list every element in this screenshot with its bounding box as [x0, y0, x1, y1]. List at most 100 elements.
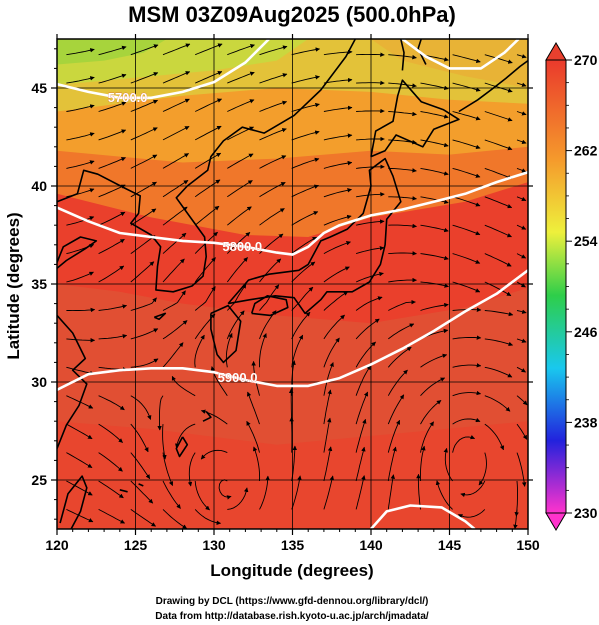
streamline — [130, 261, 155, 283]
streamline — [323, 389, 332, 425]
streamline — [259, 73, 288, 84]
chart-title: MSM 03Z09Aug2025 (500.0hPa) — [128, 2, 456, 27]
x-tick-label: 145 — [438, 537, 462, 553]
streamline — [162, 509, 188, 529]
streamline — [226, 310, 245, 340]
streamline — [484, 167, 513, 180]
streamline — [195, 98, 223, 112]
contour-label: 5800.0 — [222, 239, 262, 254]
streamline — [420, 353, 448, 368]
streamline — [388, 54, 417, 60]
streamline — [388, 251, 417, 256]
streamline — [291, 261, 316, 283]
streamline — [516, 167, 527, 173]
streamline — [460, 480, 486, 498]
streamline — [66, 338, 96, 343]
streamline — [420, 421, 434, 453]
streamline — [162, 126, 190, 141]
coastline — [57, 236, 98, 269]
streamline — [227, 180, 253, 198]
credit-data: Data from http://database.rish.kyoto-u.a… — [155, 611, 429, 622]
streamline — [171, 375, 196, 397]
streamline — [420, 139, 449, 148]
streamline — [227, 44, 255, 56]
streamline — [323, 214, 352, 226]
streamline — [157, 395, 164, 431]
streamline — [452, 167, 481, 178]
streamline — [452, 196, 481, 207]
streamline — [484, 139, 513, 151]
streamline — [98, 509, 125, 524]
contour-label: 5700.0 — [108, 90, 148, 105]
y-axis-ticks: 25 30 35 40 45 — [31, 48, 533, 520]
streamline — [66, 508, 94, 523]
y-tick-label: 35 — [31, 276, 47, 292]
streamline — [195, 43, 223, 56]
streamline — [516, 423, 528, 440]
streamline — [388, 223, 417, 229]
streamline — [66, 188, 95, 198]
streamline — [291, 286, 314, 311]
streamline — [98, 265, 125, 283]
streamline — [194, 509, 222, 526]
streamline — [225, 332, 233, 368]
streamline — [259, 333, 267, 368]
streamline — [162, 206, 188, 226]
streamline — [66, 395, 94, 409]
streamline — [355, 271, 384, 283]
streamline — [162, 480, 181, 509]
height-contour-line — [57, 171, 528, 256]
streamline — [452, 54, 481, 64]
streamline — [356, 136, 385, 142]
streamline — [98, 452, 123, 472]
streamline — [291, 475, 302, 510]
x-axis-ticks: 120 125 130 135 140 145 150 — [45, 34, 540, 553]
streamline — [387, 369, 408, 396]
streamline — [246, 391, 260, 425]
streamline — [66, 423, 93, 440]
streamline — [288, 388, 294, 425]
streamline — [200, 409, 228, 425]
streamline — [452, 253, 481, 264]
streamline — [98, 211, 126, 226]
streamline — [484, 281, 512, 297]
streamline — [253, 446, 261, 482]
streamline — [227, 206, 252, 226]
colorbar: 270 262 254 246 238 230 — [545, 42, 598, 531]
streamline — [452, 281, 481, 293]
streamline — [452, 335, 482, 340]
streamline — [130, 452, 151, 480]
streamline — [66, 452, 93, 468]
x-tick-label: 120 — [45, 537, 69, 553]
contour-label: 5900.0 — [218, 370, 258, 385]
coastline — [153, 312, 167, 321]
streamline — [194, 257, 216, 283]
streamline — [98, 480, 124, 499]
streamline — [66, 216, 95, 226]
streamline — [162, 424, 167, 460]
colorbar-bottom-arrow — [545, 512, 567, 531]
height-contour-line — [370, 504, 476, 529]
colorbar-tick-label: 254 — [574, 233, 598, 249]
height-contour-line — [401, 39, 520, 70]
streamline — [420, 224, 449, 233]
streamline — [355, 245, 385, 255]
streamline — [66, 271, 94, 283]
streamline — [452, 139, 481, 150]
streamline — [323, 188, 352, 198]
coastline — [202, 410, 212, 422]
streamline — [516, 281, 526, 288]
streamline — [323, 362, 334, 396]
streamline — [323, 105, 353, 112]
streamline — [388, 323, 415, 340]
streamline — [356, 108, 385, 114]
streamline — [98, 395, 125, 411]
streamline — [323, 291, 349, 311]
streamline — [514, 480, 519, 517]
streamline — [355, 418, 367, 453]
streamline — [291, 157, 320, 169]
streamline — [98, 157, 126, 169]
streamline — [323, 417, 332, 453]
streamline — [516, 253, 527, 259]
